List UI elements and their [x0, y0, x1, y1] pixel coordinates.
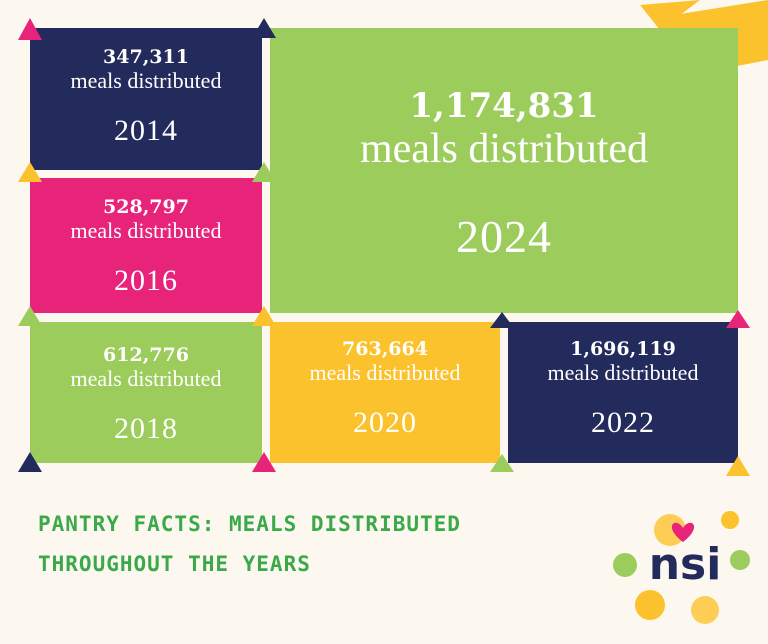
year: 2020	[353, 406, 417, 439]
year: 2016	[114, 264, 178, 297]
meal-count: 1,174,831	[409, 86, 599, 126]
logo: nsi	[648, 539, 722, 590]
meal-label: meals distributed	[70, 68, 222, 93]
meal-label: meals distributed	[70, 366, 222, 391]
meal-count: 528,797	[103, 196, 189, 218]
year: 2014	[114, 114, 178, 147]
meal-count: 1,696,119	[570, 338, 676, 360]
year: 2024	[456, 211, 552, 262]
meal-label: meals distributed	[547, 360, 699, 385]
meal-label: meals distributed	[309, 360, 461, 385]
meal-count: 763,664	[342, 338, 428, 360]
footer-title: PANTRY FACTS: MEALS DISTRIBUTED	[38, 512, 461, 536]
footer-title: THROUGHOUT THE YEARS	[38, 552, 311, 576]
meal-label: meals distributed	[359, 126, 649, 172]
tile: 763,664 meals distributed 2020	[270, 322, 500, 463]
tile: 1,696,119 meals distributed 2022	[508, 322, 738, 463]
meal-label: meals distributed	[70, 218, 222, 243]
tile: 612,776 meals distributed 2018	[30, 322, 262, 463]
year: 2022	[591, 406, 655, 439]
year: 2018	[114, 412, 178, 445]
meal-count: 612,776	[103, 344, 189, 366]
tile: 1,174,831 meals distributed 2024	[270, 28, 738, 313]
tile: 347,311 meals distributed 2014	[30, 28, 262, 170]
tile: 528,797 meals distributed 2016	[30, 178, 262, 313]
meal-count: 347,311	[103, 46, 189, 68]
